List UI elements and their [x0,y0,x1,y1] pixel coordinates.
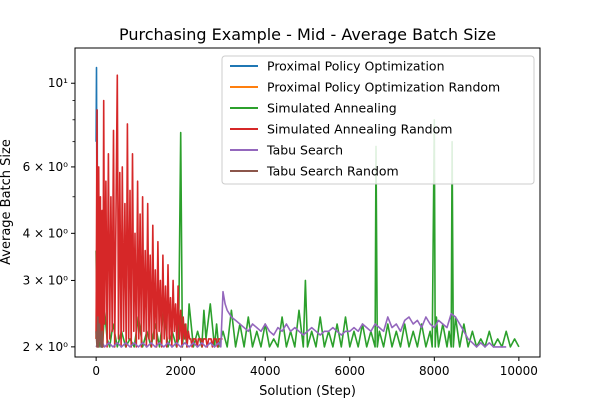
series-layer [95,66,520,348]
legend-label-2: Simulated Annealing [267,101,397,116]
legend-label-4: Tabu Search [266,143,343,158]
legend-label-1: Proximal Policy Optimization Random [267,80,500,95]
series-line-3 [95,74,223,348]
x-tick-label: 4000 [250,364,281,378]
chart-title: Purchasing Example - Mid - Average Batch… [119,25,496,44]
legend-label-0: Proximal Policy Optimization [267,59,445,74]
legend-items: Proximal Policy Optimization Proximal Pol… [230,59,500,179]
x-tick-label: 0 [92,364,100,378]
series-line-5 [95,316,104,348]
x-tick-label: 10000 [500,364,538,378]
y-tick-label: 4 × 10⁰ [23,226,69,240]
x-axis-ticks: 0 2000 4000 6000 8000 10000 [92,357,538,378]
legend-label-3: Simulated Annealing Random [267,122,452,137]
y-tick-label: 10¹ [48,76,68,90]
x-axis-label: Solution (Step) [259,384,356,399]
plot-frame [74,47,541,358]
x-tick-label: 8000 [419,364,450,378]
x-tick-label: 6000 [334,364,365,378]
legend-label-5: Tabu Search Random [266,164,399,179]
y-axis-ticks: 2 × 10⁰ 3 × 10⁰ 4 × 10⁰ 6 × 10⁰ 10¹ [23,76,75,354]
series-line-4 [95,290,507,348]
y-axis-label: Average Batch Size [0,139,14,265]
y-tick-label: 2 × 10⁰ [23,340,69,354]
y-tick-label: 6 × 10⁰ [23,160,69,174]
x-tick-label: 2000 [165,364,196,378]
legend: Proximal Policy Optimization Proximal Pol… [221,55,535,185]
y-tick-label: 3 × 10⁰ [23,273,69,287]
legend-box [221,55,535,185]
